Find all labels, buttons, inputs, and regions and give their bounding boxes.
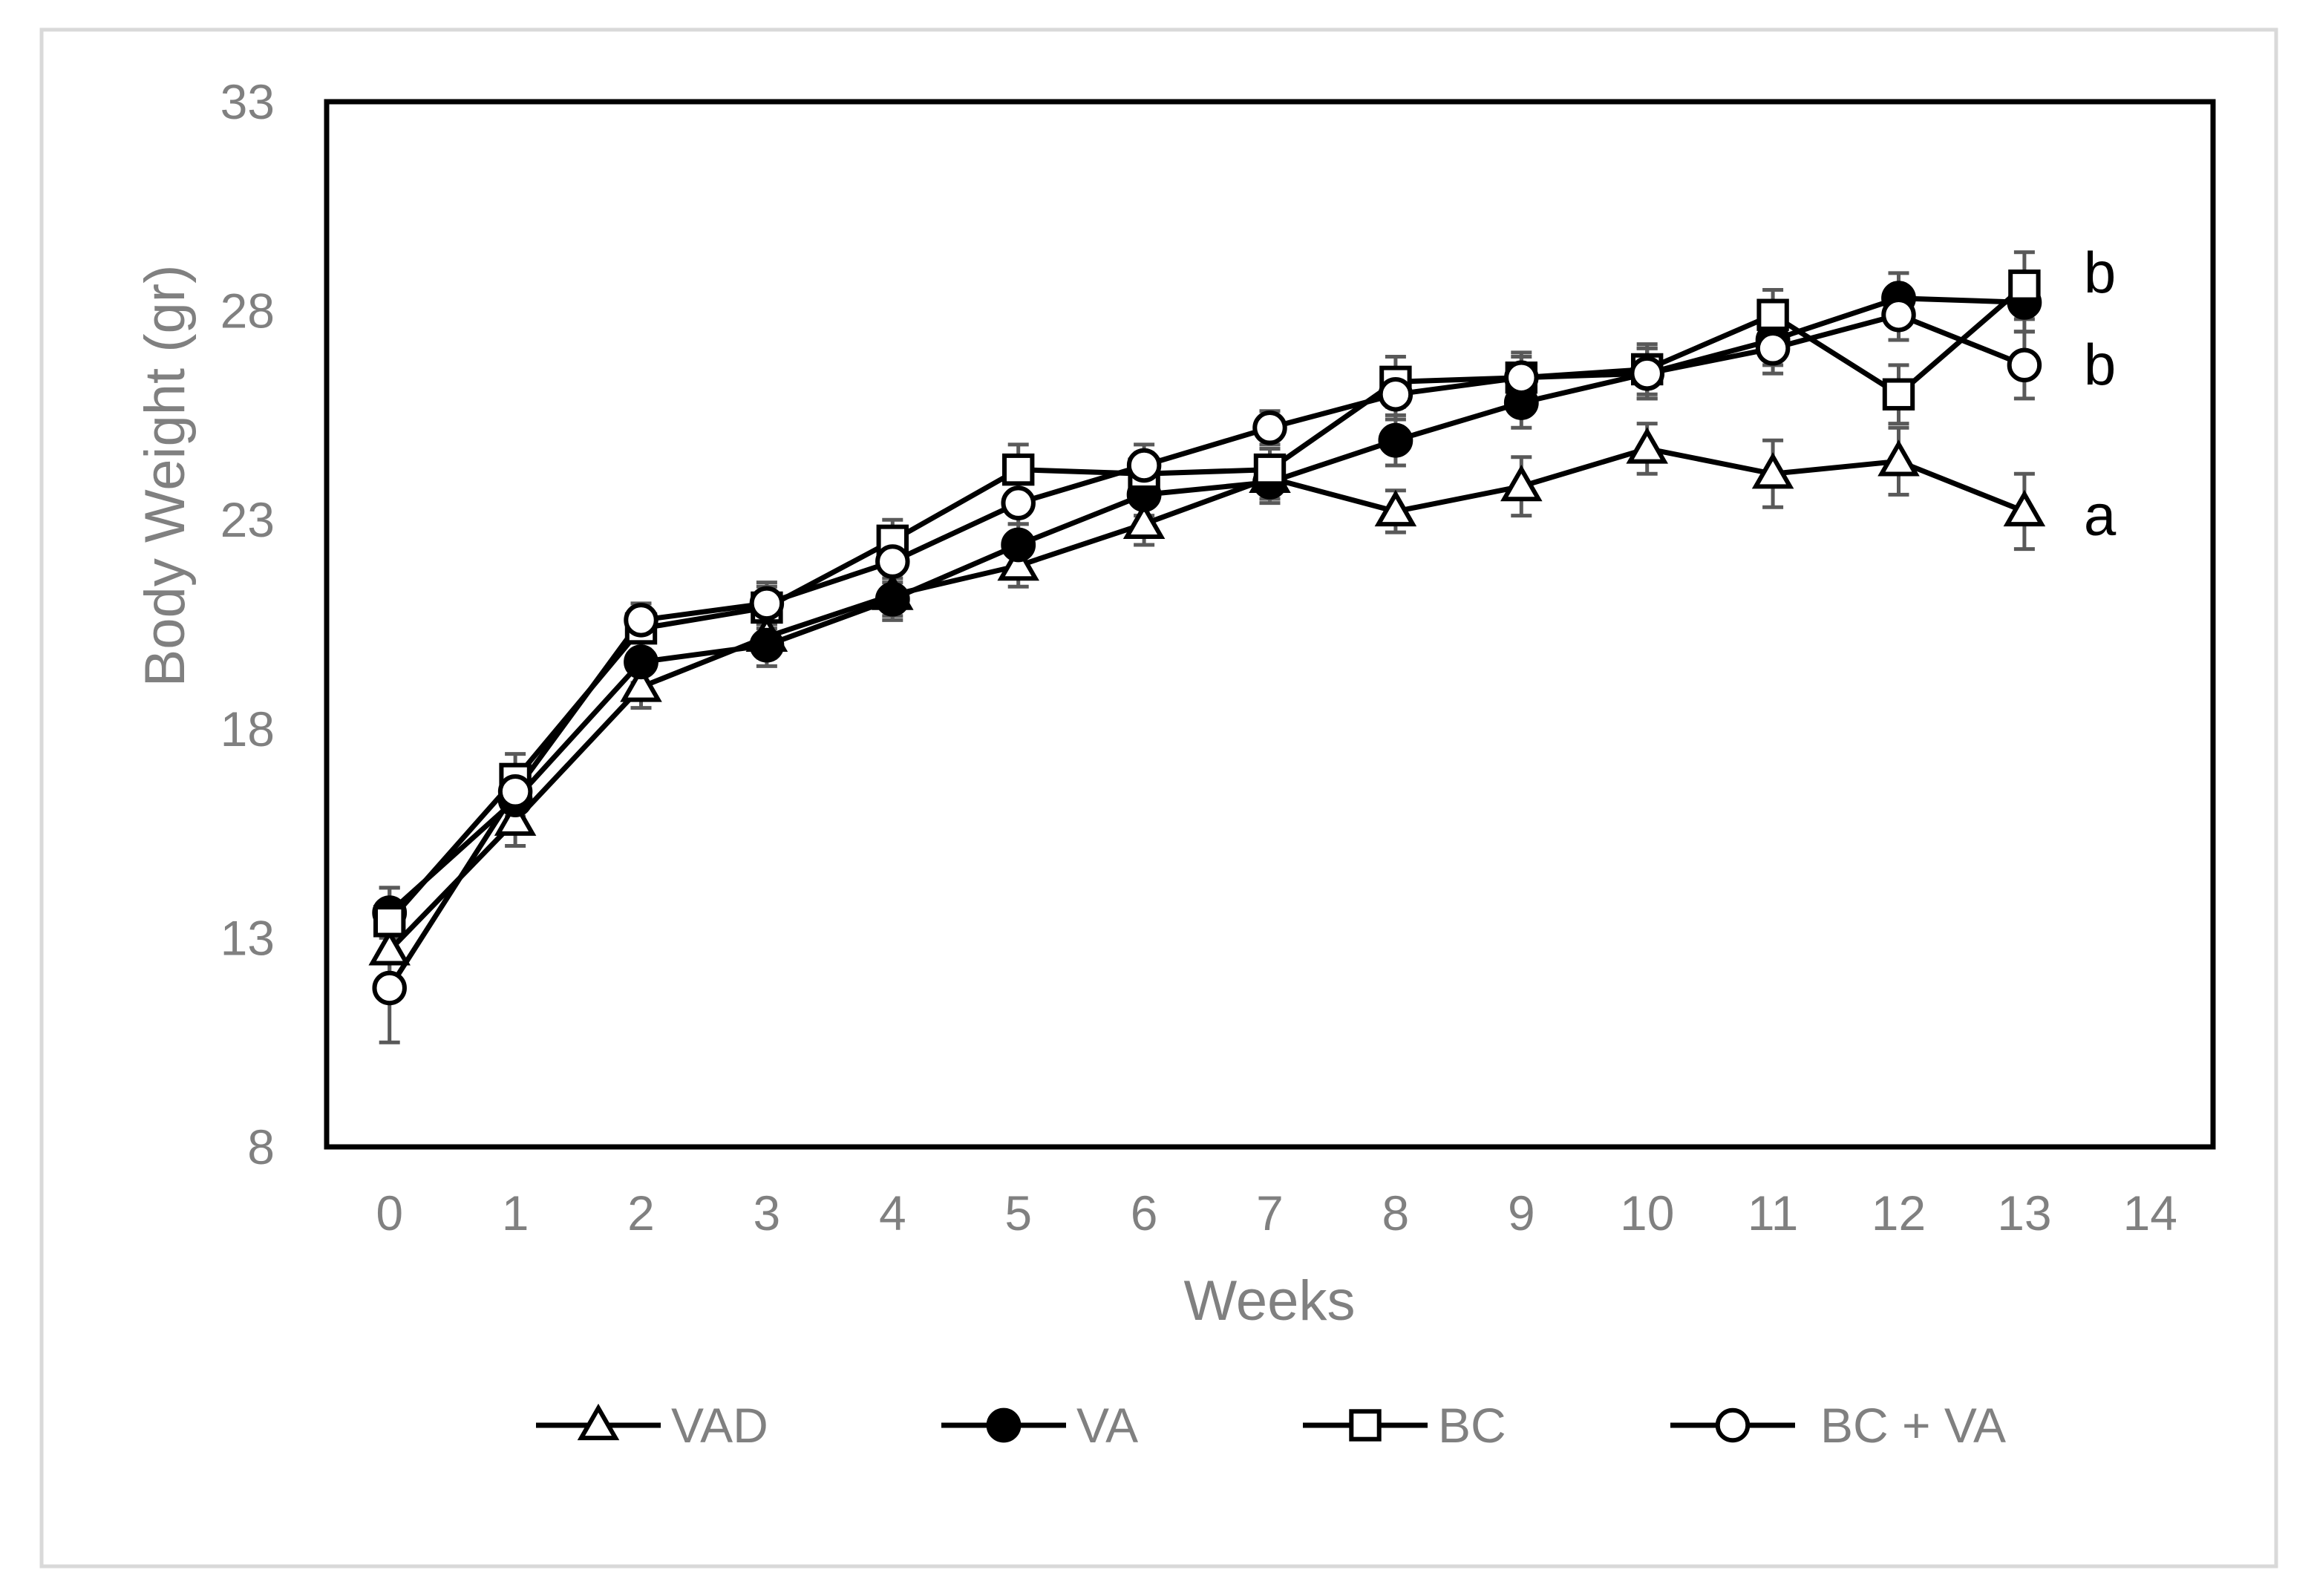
data-point-vad [1626, 427, 1668, 464]
data-point-vad [368, 929, 411, 966]
data-point-va [749, 627, 785, 663]
x-axis-ticks: 0 1 2 3 4 5 6 7 8 9 10 11 12 13 14 [376, 1185, 2177, 1240]
data-point-bc-va [2007, 347, 2042, 383]
legend-item-bc: BC [1303, 1398, 1506, 1453]
series-line-va [388, 295, 2025, 915]
y-tick-label: 28 [220, 284, 275, 339]
x-tick-label: 8 [1382, 1185, 1410, 1240]
legend-label: BC [1438, 1398, 1506, 1453]
data-point-va [624, 644, 658, 680]
x-axis-title: Weeks [1184, 1269, 1356, 1332]
series-markers [368, 269, 2046, 1006]
data-point-bc-va [1755, 331, 1791, 366]
x-tick-label: 14 [2123, 1185, 2177, 1240]
significance-annotations: bb a [2084, 240, 2117, 548]
data-point-bc-va [1630, 356, 1664, 391]
y-tick-label: 18 [220, 701, 275, 756]
x-tick-label: 2 [627, 1185, 655, 1240]
data-point-vad [494, 799, 537, 836]
data-point-bc [2008, 269, 2041, 302]
data-point-bc-va [624, 603, 658, 638]
legend: VAD VA BC BC + VA [536, 1398, 2006, 1453]
x-tick-label: 13 [1997, 1185, 2051, 1240]
data-point-vad [1374, 489, 1417, 527]
significance-letter: b [2084, 240, 2116, 305]
data-point-vad [997, 544, 1039, 581]
plot-area-border [324, 99, 2216, 1150]
series-line-vad [388, 445, 2026, 952]
data-point-va [1378, 422, 1413, 458]
x-tick-label: 4 [879, 1185, 906, 1240]
legend-label: VA [1076, 1398, 1138, 1453]
data-point-bc [373, 905, 406, 938]
x-tick-label: 6 [1131, 1185, 1158, 1240]
x-tick-label: 9 [1508, 1185, 1535, 1240]
data-point-bc-va [1504, 360, 1539, 395]
x-tick-label: 12 [1872, 1185, 1926, 1240]
legend-item-vad: VAD [536, 1398, 768, 1453]
data-point-vad [1500, 465, 1543, 502]
significance-letter: a [2084, 483, 2117, 548]
data-point-bc-va [1881, 297, 1916, 333]
legend-marker-bc-va [1715, 1407, 1751, 1443]
data-point-bc-va [497, 774, 533, 809]
data-point-bc-va [749, 586, 785, 621]
y-tick-label: 13 [220, 910, 275, 965]
data-point-vad [1877, 439, 1920, 477]
legend-marker-bc [1349, 1409, 1382, 1442]
chart-outer-border [39, 27, 2278, 1569]
x-tick-label: 0 [376, 1185, 403, 1240]
legend-marker-vad [577, 1403, 620, 1441]
data-point-bc-va [1126, 448, 1162, 483]
data-point-va [875, 581, 910, 617]
y-axis-title: Body Weight (gr) [134, 265, 197, 687]
legend-item-bc-va: BC + VA [1670, 1398, 2006, 1453]
x-tick-label: 10 [1620, 1185, 1674, 1240]
data-point-vad [620, 665, 662, 702]
data-point-bc-va [372, 970, 407, 1006]
data-point-bc [1756, 298, 1789, 331]
legend-label: VAD [671, 1398, 768, 1453]
data-point-bc-va [1001, 485, 1036, 520]
series-line-bc-va [387, 312, 2026, 990]
y-tick-label: 8 [247, 1119, 275, 1174]
data-point-bc-va [1252, 411, 1287, 445]
x-tick-label: 7 [1256, 1185, 1284, 1240]
series-line-bc [388, 284, 2027, 923]
x-tick-label: 3 [754, 1185, 781, 1240]
x-tick-label: 11 [1748, 1185, 1799, 1240]
data-point-bc [1002, 453, 1035, 486]
significance-letter: b [2084, 332, 2116, 397]
legend-item-va: VA [941, 1398, 1138, 1453]
x-tick-label: 5 [1004, 1185, 1032, 1240]
y-axis-ticks: 8 13 18 23 28 33 [220, 74, 275, 1174]
data-point-bc-va [1378, 377, 1413, 412]
data-point-bc-va [875, 544, 910, 579]
y-tick-label: 33 [220, 74, 275, 129]
data-point-vad [1751, 452, 1794, 489]
data-point-bc [1253, 453, 1287, 486]
data-point-bc [1882, 378, 1915, 411]
data-point-vad [2003, 489, 2046, 527]
legend-marker-va [986, 1407, 1022, 1443]
y-tick-label: 23 [220, 492, 275, 547]
data-point-vad [1122, 502, 1166, 539]
series-lines [387, 284, 2027, 990]
legend-label: BC + VA [1820, 1398, 2006, 1453]
x-tick-label: 1 [502, 1185, 529, 1240]
data-point-va [1001, 527, 1036, 563]
